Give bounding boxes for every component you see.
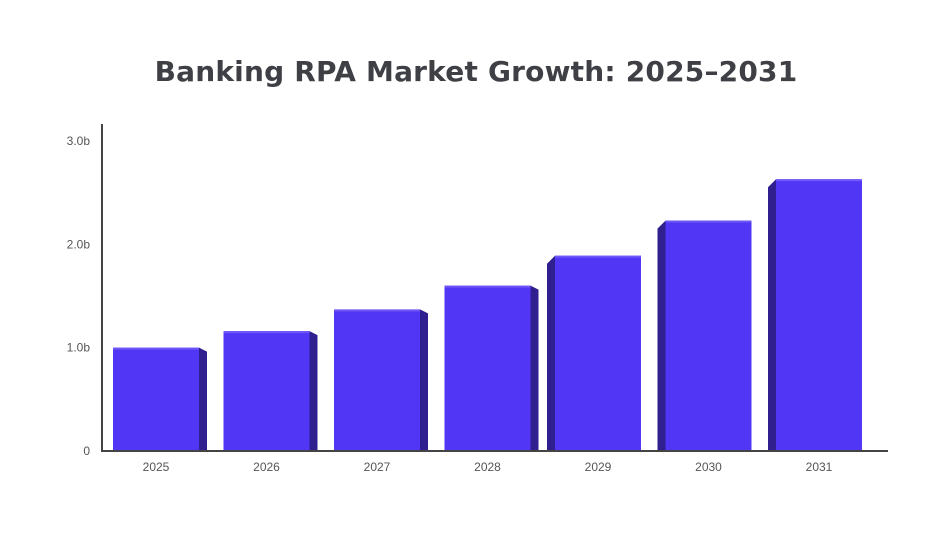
bar-side-2029: [547, 255, 555, 451]
bar-2029: [547, 255, 641, 451]
x-tick-label-2030: 2030: [695, 460, 722, 474]
x-tick-label-2025: 2025: [143, 460, 170, 474]
chart-title: Banking RPA Market Growth: 2025–2031: [154, 55, 798, 88]
bar-top-2029: [555, 255, 641, 258]
bar-top-2030: [665, 220, 752, 223]
bar-side-2030: [657, 220, 666, 451]
bar-top-2025: [113, 347, 199, 350]
y-tick-labels: 0 1.0b 2.0b 3.0b: [67, 134, 91, 458]
bar-side-2031: [768, 179, 776, 451]
bar-2027: [334, 309, 428, 451]
bar-front-2031: [776, 179, 862, 451]
bar-front-2029: [555, 255, 641, 451]
bar-side-2026: [309, 331, 318, 451]
y-tick-label-3: 3.0b: [67, 134, 91, 148]
bar-front-2030: [665, 220, 752, 451]
x-tick-label-2028: 2028: [474, 460, 501, 474]
bar-front-2027: [334, 309, 420, 451]
bar-front-2026: [223, 331, 310, 451]
axes-group: [101, 124, 888, 452]
bars-group: [113, 179, 862, 451]
bar-2031: [768, 179, 862, 451]
bar-top-2031: [776, 179, 862, 182]
x-tick-label-2027: 2027: [364, 460, 391, 474]
bar-side-2028: [530, 285, 539, 451]
bar-front-2025: [113, 347, 199, 451]
y-tick-label-2: 2.0b: [67, 237, 91, 251]
bar-side-2025: [199, 347, 207, 451]
y-tick-label-1: 1.0b: [67, 341, 91, 355]
x-tick-labels: 2025 2026 2027 2028 2029 2030 2031: [143, 460, 833, 474]
x-tick-label-2031: 2031: [806, 460, 833, 474]
bar-2030: [657, 220, 752, 451]
bar-2025: [113, 347, 207, 451]
x-tick-label-2026: 2026: [253, 460, 280, 474]
bar-top-2028: [444, 285, 531, 288]
x-tick-label-2029: 2029: [585, 460, 612, 474]
bar-2026: [223, 331, 318, 451]
bar-2028: [444, 285, 539, 451]
bar-top-2027: [334, 309, 420, 312]
bar-side-2027: [420, 309, 428, 451]
bar-top-2026: [223, 331, 310, 334]
bar-front-2028: [444, 285, 531, 451]
y-tick-label-0: 0: [83, 444, 90, 458]
